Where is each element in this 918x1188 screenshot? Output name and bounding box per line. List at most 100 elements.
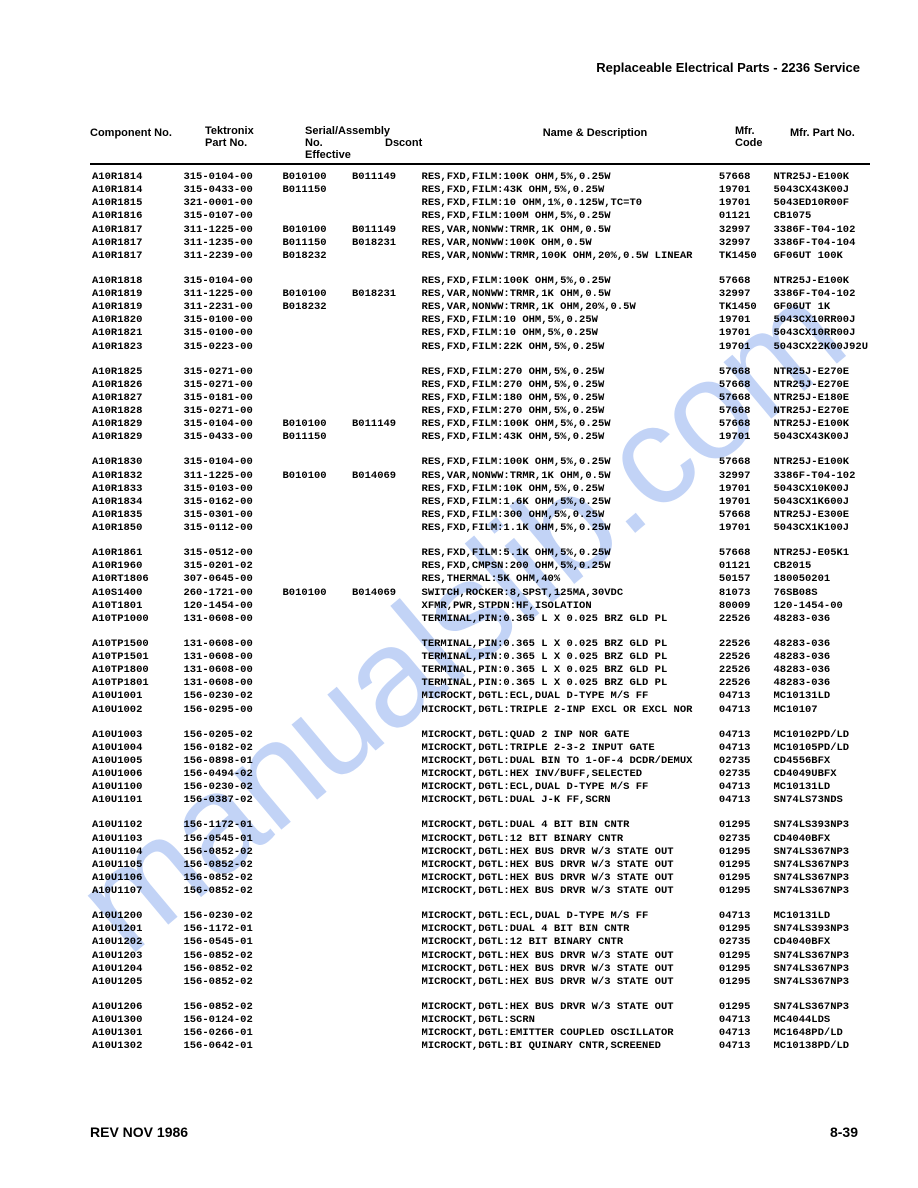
table-cell: RES,VAR,NONWW:TRMR,100K OHM,20%,0.5W LIN…: [420, 250, 717, 263]
table-row: A10R1817311-2239-00B018232RES,VAR,NONWW:…: [90, 250, 870, 263]
table-cell: 01295: [717, 950, 772, 963]
table-cell: A10S1400: [90, 587, 181, 600]
table-cell: MICROCKT,DGTL:12 BIT BINARY CNTR: [420, 833, 717, 846]
table-cell: [350, 456, 420, 469]
table-cell: 57668: [717, 379, 772, 392]
table-cell: 311-1225-00: [181, 224, 280, 237]
footer-revision: REV NOV 1986: [90, 1124, 188, 1140]
table-cell: 01295: [717, 819, 772, 832]
table-cell: [350, 197, 420, 210]
table-cell: [350, 664, 420, 677]
table-cell: A10U1006: [90, 768, 181, 781]
table-cell: A10R1819: [90, 301, 181, 314]
table-cell: B018231: [350, 237, 420, 250]
table-cell: A10U1100: [90, 781, 181, 794]
table-cell: [280, 950, 350, 963]
table-cell: RES,FXD,FILM:270 OHM,5%,0.25W: [420, 366, 717, 379]
table-cell: 156-0642-01: [181, 1040, 280, 1053]
table-cell: [280, 483, 350, 496]
table-cell: 76SB08S: [771, 587, 870, 600]
table-cell: 19701: [717, 483, 772, 496]
table-cell: 04713: [717, 729, 772, 742]
table-cell: MICROCKT,DGTL:HEX BUS DRVR W/3 STATE OUT: [420, 872, 717, 885]
table-cell: RES,FXD,FILM:100K OHM,5%,0.25W: [420, 456, 717, 469]
table-cell: [350, 509, 420, 522]
table-cell: [280, 1014, 350, 1027]
table-cell: 04713: [717, 742, 772, 755]
table-cell: A10R1817: [90, 250, 181, 263]
table-cell: RES,FXD,CMPSN:200 OHM,5%,0.25W: [420, 560, 717, 573]
table-cell: MICROCKT,DGTL:HEX BUS DRVR W/3 STATE OUT: [420, 963, 717, 976]
table-cell: 02735: [717, 768, 772, 781]
table-cell: 19701: [717, 341, 772, 354]
table-cell: 156-0266-01: [181, 1027, 280, 1040]
table-row: A10R1823315-0223-00RES,FXD,FILM:22K OHM,…: [90, 341, 870, 354]
page-footer: REV NOV 1986 8-39: [90, 1124, 858, 1140]
table-row: A10TP1500131-0608-00TERMINAL,PIN:0.365 L…: [90, 638, 870, 651]
table-cell: 3386F-T04-102: [771, 288, 870, 301]
table-cell: 315-0201-02: [181, 560, 280, 573]
table-cell: MICROCKT,DGTL:SCRN: [420, 1014, 717, 1027]
table-cell: [350, 910, 420, 923]
table-cell: MC10131LD: [771, 781, 870, 794]
table-cell: 156-0545-01: [181, 833, 280, 846]
table-cell: 01295: [717, 846, 772, 859]
table-cell: SN74LS367NP3: [771, 859, 870, 872]
table-cell: [350, 872, 420, 885]
table-cell: 315-0271-00: [181, 366, 280, 379]
table-cell: 57668: [717, 405, 772, 418]
table-cell: 315-0112-00: [181, 522, 280, 535]
table-cell: 3386F-T04-104: [771, 237, 870, 250]
table-cell: 01295: [717, 872, 772, 885]
col-serial-effective: Serial/Assembly No. Effective: [305, 125, 385, 161]
table-row: A10U1203156-0852-02MICROCKT,DGTL:HEX BUS…: [90, 950, 870, 963]
table-cell: B010100: [280, 288, 350, 301]
table-cell: [350, 547, 420, 560]
table-cell: 120-1454-00: [181, 600, 280, 613]
table-cell: A10R1827: [90, 392, 181, 405]
table-row: A10R1861315-0512-00RES,FXD,FILM:5.1K OHM…: [90, 547, 870, 560]
table-cell: A10U1107: [90, 885, 181, 898]
table-cell: A10R1850: [90, 522, 181, 535]
table-row: A10R1817311-1225-00B010100B011149RES,VAR…: [90, 224, 870, 237]
table-cell: 50157: [717, 573, 772, 586]
table-cell: A10TP1800: [90, 664, 181, 677]
table-cell: [350, 483, 420, 496]
table-cell: B011149: [350, 418, 420, 431]
table-cell: 156-0545-01: [181, 936, 280, 949]
table-cell: [350, 923, 420, 936]
table-row: A10TP1501131-0608-00TERMINAL,PIN:0.365 L…: [90, 651, 870, 664]
table-cell: [280, 910, 350, 923]
table-cell: 22526: [717, 613, 772, 626]
table-cell: B011149: [350, 171, 420, 184]
table-cell: 22526: [717, 638, 772, 651]
table-cell: [280, 560, 350, 573]
table-cell: [350, 794, 420, 807]
table-cell: [350, 950, 420, 963]
table-cell: 19701: [717, 522, 772, 535]
table-cell: MICROCKT,DGTL:ECL,DUAL D-TYPE M/S FF: [420, 781, 717, 794]
table-row: A10S1400260-1721-00B010100B014069SWITCH,…: [90, 587, 870, 600]
table-row: A10U1300156-0124-02MICROCKT,DGTL:SCRN047…: [90, 1014, 870, 1027]
table-cell: A10U1302: [90, 1040, 181, 1053]
table-cell: [350, 846, 420, 859]
table-cell: 22526: [717, 664, 772, 677]
col-mfr-code: Mfr. Code: [735, 125, 790, 161]
table-cell: [280, 885, 350, 898]
table-row: A10TP1800131-0608-00TERMINAL,PIN:0.365 L…: [90, 664, 870, 677]
col-name-description: Name & Description: [455, 125, 735, 161]
table-cell: [280, 1001, 350, 1014]
table-cell: 156-0230-02: [181, 910, 280, 923]
table-cell: A10R1833: [90, 483, 181, 496]
table-cell: MC10102PD/LD: [771, 729, 870, 742]
table-cell: 311-1225-00: [181, 470, 280, 483]
table-cell: SWITCH,ROCKER:8,SPST,125MA,30VDC: [420, 587, 717, 600]
table-cell: 156-0852-02: [181, 846, 280, 859]
table-row: A10T1801120-1454-00XFMR,PWR,STPDN:HF,ISO…: [90, 600, 870, 613]
table-cell: 04713: [717, 1027, 772, 1040]
table-cell: NTR25J-E100K: [771, 418, 870, 431]
table-cell: 80009: [717, 600, 772, 613]
table-cell: A10U1102: [90, 819, 181, 832]
table-cell: A10R1832: [90, 470, 181, 483]
table-row: A10TP1000131-0608-00TERMINAL,PIN:0.365 L…: [90, 613, 870, 626]
